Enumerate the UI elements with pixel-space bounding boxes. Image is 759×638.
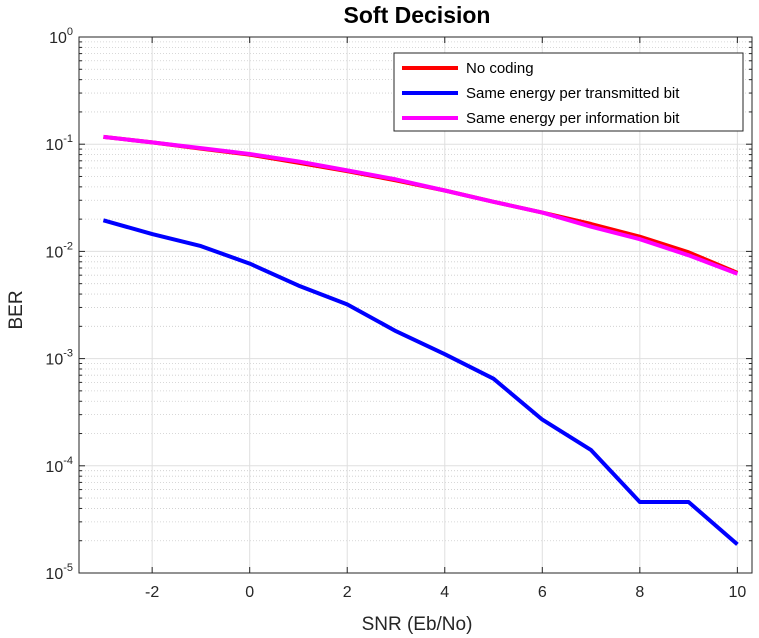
x-tick-label: 10 [728, 584, 746, 601]
legend-label: Same energy per transmitted bit [466, 85, 680, 102]
y-axis-label: BER [6, 290, 27, 329]
x-axis-label: SNR (Eb/No) [362, 614, 473, 635]
plot-area [78, 36, 753, 574]
y-tick-label: 10-4 [45, 455, 73, 476]
y-tick-label: 100 [49, 26, 73, 47]
x-tick-label: 2 [343, 584, 352, 601]
y-tick-label: 10-5 [45, 562, 73, 583]
x-axis-ticks: -2 0 2 4 6 8 10 [145, 37, 746, 601]
legend: No coding Same energy per transmitted bit… [393, 52, 744, 132]
x-tick-label: 8 [635, 584, 644, 601]
legend-label: No coding [466, 60, 534, 77]
series-line-3 [103, 134, 739, 276]
x-tick-label: -2 [145, 584, 159, 601]
y-tick-label: 10-3 [45, 348, 73, 369]
y-tick-label: 10-1 [45, 133, 73, 154]
series-line-1 [103, 134, 739, 275]
x-tick-label: 6 [538, 584, 547, 601]
x-tick-label: 4 [440, 584, 449, 601]
x-tick-label: 0 [245, 584, 254, 601]
series-lines [102, 134, 739, 546]
chart-title: Soft Decision [344, 2, 491, 28]
series-line-2 [102, 218, 739, 546]
legend-label: Same energy per information bit [466, 110, 680, 127]
y-axis-ticks: 10-5 10-4 10-3 10-2 10-1 100 [45, 26, 752, 583]
y-tick-label: 10-2 [45, 240, 73, 261]
